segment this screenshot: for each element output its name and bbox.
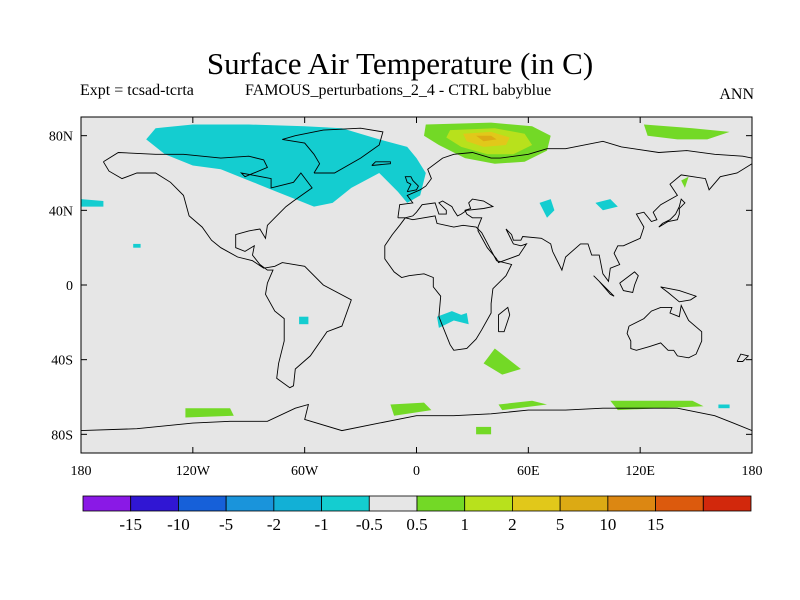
x-tick-label: 120W (176, 464, 211, 479)
y-tick-label: 80N (49, 130, 73, 145)
x-tick-label: 180 (742, 464, 763, 479)
colorbar-label: -5 (219, 515, 233, 534)
season-label: ANN (719, 86, 754, 103)
colorbar-label: 0.5 (406, 515, 427, 534)
colorbar-label: 2 (508, 515, 517, 534)
x-tick-label: 180 (71, 464, 92, 479)
coastline-12 (498, 306, 511, 333)
coastline-0 (103, 152, 352, 389)
coastline-1 (282, 127, 384, 174)
chart-subtitle: FAMOUS_perturbations_2_4 - CTRL babyblue (245, 82, 552, 99)
coastline-6 (404, 176, 419, 193)
coastlines (81, 127, 752, 432)
x-tick-label: 60E (517, 464, 540, 479)
experiment-label: Expt = tcsad-tcrta (80, 82, 194, 99)
colorbar-box (702, 495, 752, 512)
colorbar: -15 -10 -5 -2 -1 -0.5 0.5 1 2 5 10 15 (82, 495, 752, 534)
y-tick-label: 0 (66, 279, 73, 294)
colorbar-label: 5 (556, 515, 565, 534)
region-arctic-north-america (146, 124, 426, 207)
coastline-7 (371, 161, 391, 166)
colorbar-box (512, 495, 561, 512)
colorbar-box (607, 495, 656, 512)
region-pacific-cyan (81, 199, 104, 207)
colorbar-label: -10 (167, 515, 190, 534)
region-pacific-small-cyan (133, 243, 141, 248)
colorbar-label: 10 (599, 515, 616, 534)
coastline-11 (660, 286, 698, 303)
colorbar-label: 15 (647, 515, 664, 534)
coastline-14 (81, 403, 752, 432)
region-south-atlantic-green (483, 348, 521, 375)
region-southern-ocean-green-2 (390, 402, 432, 416)
coastline-10 (619, 271, 639, 294)
colorbar-box (368, 495, 418, 512)
colorbar-label: -0.5 (356, 515, 383, 534)
colorbar-box (225, 495, 275, 512)
colorbar-label: -15 (119, 515, 142, 534)
y-tick-label: 40S (51, 354, 73, 369)
colorbar-box (416, 495, 466, 512)
region-central-asia-cyan (595, 199, 618, 211)
x-tick-label: 0 (413, 464, 420, 479)
colorbar-box (655, 495, 704, 512)
x-tick-label: 120E (625, 464, 655, 479)
colorbar-label: 1 (460, 515, 469, 534)
colorbar-box (178, 495, 227, 512)
region-kamchatka-green (681, 176, 689, 188)
colorbar-box (464, 495, 513, 512)
coastline-2 (397, 140, 752, 218)
region-mideast-cyan (539, 199, 555, 218)
region-antarctic-coast-green (476, 426, 492, 435)
x-tick-label: 60W (291, 464, 319, 479)
coastline-8 (658, 198, 686, 228)
axis-ticks: 180 120W 60W 0 60E 120E 180 80N 40N 0 40S 80S (49, 117, 763, 479)
coastline-3 (397, 163, 752, 283)
colorbar-box (273, 495, 322, 512)
colorbar-box (321, 495, 370, 512)
region-southern-africa-cyan (437, 311, 469, 328)
colorbar-label: -2 (267, 515, 281, 534)
coastline-13 (736, 353, 750, 362)
region-arctic-warm-red (476, 135, 497, 142)
region-southern-ocean-green-1 (185, 408, 234, 418)
colorbar-box (130, 495, 179, 512)
coastline-5 (626, 304, 703, 359)
chart-title: Surface Air Temperature (in C) (206, 46, 594, 81)
region-antarctic-coast-cyan (718, 404, 730, 409)
colorbar-label: -1 (315, 515, 329, 534)
region-southern-ocean-green-3 (498, 400, 547, 411)
colorbar-box (559, 495, 609, 512)
y-tick-label: 80S (51, 428, 73, 443)
coastline-9 (593, 275, 615, 297)
coastline-4 (384, 215, 513, 351)
colorbar-box (82, 495, 132, 512)
anomaly-regions (81, 122, 730, 435)
region-southeast-pacific-cyan (299, 316, 309, 325)
region-siberia-green (643, 124, 730, 140)
y-tick-label: 40N (49, 204, 73, 219)
